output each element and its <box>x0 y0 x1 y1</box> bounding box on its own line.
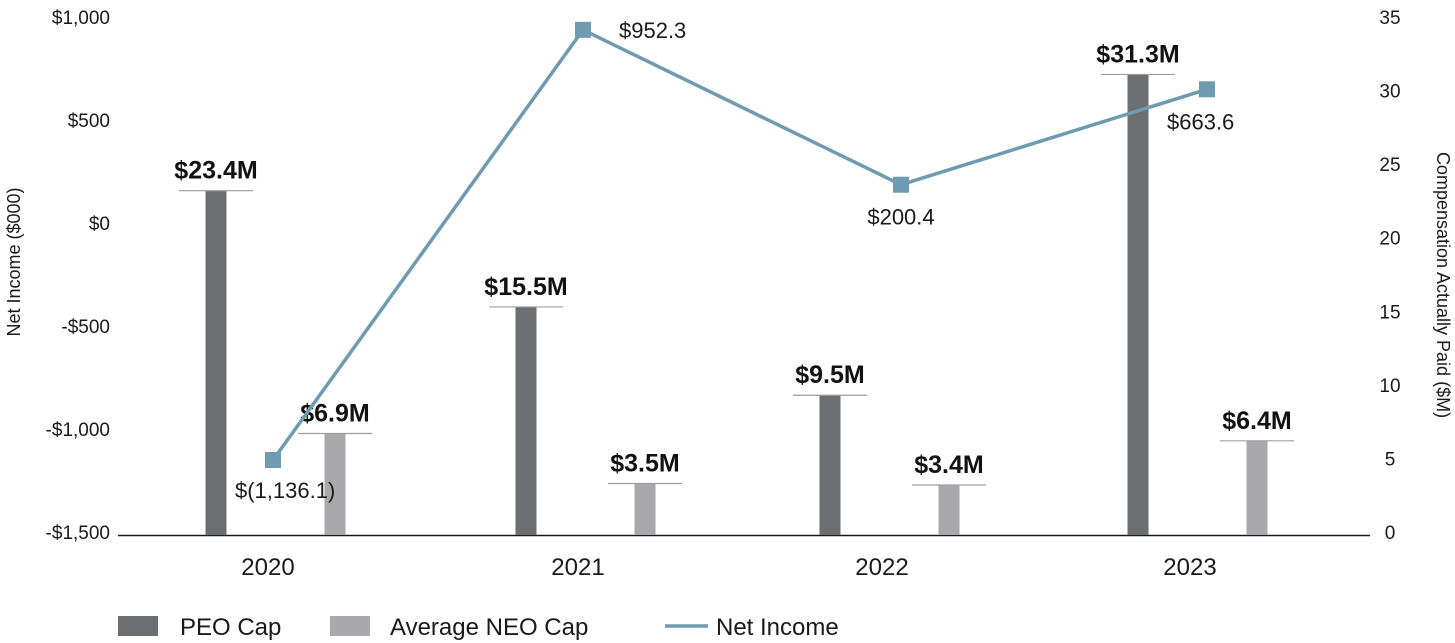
peo-bar-label: $9.5M <box>795 361 864 389</box>
left-tick-label: $500 <box>68 111 110 132</box>
legend-swatch-peo <box>118 616 158 636</box>
right-tick-label: 35 <box>1379 8 1400 29</box>
category-label: 2020 <box>241 554 294 581</box>
neo-bar-label: $3.5M <box>610 450 679 478</box>
net-income-marker <box>893 176 909 193</box>
net-income-label: $663.6 <box>1167 109 1234 134</box>
net-income-marker <box>575 21 591 38</box>
peo-bar <box>819 395 841 535</box>
net-income-marker <box>265 452 281 469</box>
left-tick-label: $0 <box>89 214 110 235</box>
legend-label-net-income: Net Income <box>716 614 839 641</box>
left-tick-label: $1,000 <box>52 8 110 29</box>
neo-bar <box>634 483 656 535</box>
neo-bar <box>324 433 346 535</box>
legend-swatch-neo <box>330 616 370 636</box>
peo-bar <box>1127 74 1149 535</box>
category-label: 2022 <box>855 554 908 581</box>
right-tick-label: 15 <box>1379 302 1400 323</box>
net-income-line <box>271 27 1208 462</box>
net-income-line-group: $(1,136.1) $952.3 $200.4 $663.6 <box>235 18 1234 503</box>
category-labels: 2020 2021 2022 2023 <box>241 554 1216 581</box>
left-tick-label: -$500 <box>61 317 110 338</box>
left-tick-label: -$1,000 <box>46 420 110 441</box>
right-tick-label: 10 <box>1379 376 1400 397</box>
right-axis-ticks: 35 30 25 20 15 10 5 0 <box>1379 8 1400 544</box>
legend: PEO Cap Average NEO Cap Net Income <box>118 614 839 641</box>
neo-bar-label: $6.9M <box>300 399 369 427</box>
peo-bar-label: $23.4M <box>174 157 257 185</box>
legend-label-peo: PEO Cap <box>180 614 281 641</box>
neo-bar <box>1246 440 1268 535</box>
right-tick-label: 5 <box>1385 449 1396 470</box>
right-axis-title: Compensation Actually Paid ($M) <box>1433 152 1453 418</box>
net-income-marker <box>1199 81 1215 98</box>
right-tick-label: 25 <box>1379 155 1400 176</box>
bars: $23.4M $15.5M $9.5M $31.3M $6.9M $3.5M $3.4M $6… <box>174 40 1294 535</box>
left-axis-title: Net Income ($000) <box>4 187 24 336</box>
peo-bar <box>515 306 537 535</box>
peo-bar-label: $31.3M <box>1096 40 1179 68</box>
peo-bar <box>205 190 227 535</box>
right-tick-label: 0 <box>1385 523 1396 544</box>
neo-bar-label: $6.4M <box>1222 407 1291 435</box>
category-label: 2023 <box>1163 554 1216 581</box>
right-tick-label: 20 <box>1379 229 1400 250</box>
net-income-label: $(1,136.1) <box>235 478 335 503</box>
legend-label-neo: Average NEO Cap <box>390 614 588 641</box>
net-income-label: $952.3 <box>619 18 686 43</box>
category-label: 2021 <box>551 554 604 581</box>
left-tick-label: -$1,500 <box>46 523 110 544</box>
neo-bar-label: $3.4M <box>914 451 983 479</box>
peo-bar-label: $15.5M <box>484 273 567 301</box>
left-axis-ticks: $1,000 $500 $0 -$500 -$1,000 -$1,500 <box>46 8 110 544</box>
neo-bar <box>938 484 960 535</box>
net-income-label: $200.4 <box>867 205 934 230</box>
right-tick-label: 30 <box>1379 82 1400 103</box>
